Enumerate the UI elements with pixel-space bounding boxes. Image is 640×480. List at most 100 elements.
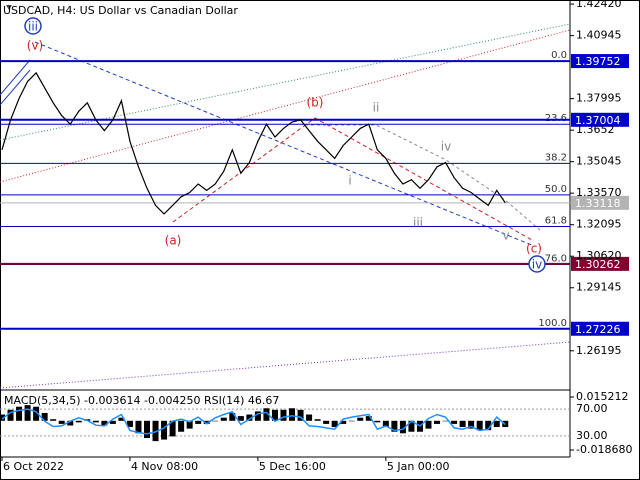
macd-bar (161, 420, 168, 440)
y-tick-label: 0.015212 (576, 390, 629, 403)
price-label: 1.37004 (575, 114, 621, 127)
price-label: 1.39752 (575, 55, 621, 68)
price-box (571, 195, 629, 210)
macd-bar (459, 420, 466, 428)
fib-label: 0.0 (551, 50, 567, 61)
macd-bar (280, 409, 287, 421)
y-tick-label: 1.32095 (576, 218, 622, 231)
macd-bar (263, 408, 270, 421)
fib-label: 61.8 (545, 215, 567, 226)
wave-label: (a) (165, 234, 182, 248)
fib-label: 50.0 (545, 184, 567, 195)
fib-label: 38.2 (545, 152, 567, 163)
macd-bar (340, 420, 347, 424)
macd-bar (203, 420, 210, 424)
y2-tick-label: 30.00 (576, 429, 608, 442)
wave-circle (528, 255, 546, 273)
y-tick-label: 1.37995 (576, 92, 622, 105)
wave-label: (v) (27, 39, 43, 53)
macd-bar (0, 414, 5, 421)
wave-circle (24, 17, 42, 35)
price-label: 1.30262 (575, 258, 621, 271)
macd-bar (220, 417, 227, 421)
x-tick-label: 5 Dec 16:00 (259, 460, 326, 473)
macd-bar (314, 419, 321, 421)
macd-bar (212, 420, 219, 422)
y-tick-label: 1.33570 (576, 186, 622, 199)
macd-bar (50, 419, 57, 421)
macd-bar (399, 420, 406, 434)
macd-bar (442, 420, 449, 422)
macd-bar (16, 406, 23, 421)
wave-label: (b) (307, 96, 324, 110)
macd-bar (144, 420, 151, 438)
y-tick-label: 1.35045 (576, 155, 622, 168)
y-tick-label: 1.26195 (576, 344, 622, 357)
macd-bar (476, 420, 483, 431)
y-tick-label: -0.018680 (576, 443, 632, 456)
price-line (1, 71, 506, 215)
wave-label: ii (373, 101, 380, 115)
indicator-title: MACD(5,34,5) -0.003614 -0.004250 RSI(14)… (4, 394, 279, 407)
macd-bar (348, 420, 355, 422)
y-tick-label: 1.42420 (576, 0, 622, 10)
macd-bar (331, 420, 338, 428)
fib-label: 100.0 (538, 318, 567, 329)
macd-bar (493, 420, 500, 428)
fib-label: 23.6 (545, 113, 567, 124)
macd-bar (7, 409, 14, 421)
y2-tick-label: 70.00 (576, 402, 608, 415)
macd-bar (434, 420, 441, 424)
menu-icon (6, 5, 12, 10)
macd-bar (67, 420, 74, 426)
macd-bar (271, 409, 278, 421)
macd-bar (382, 420, 389, 428)
macd-bar (365, 416, 372, 421)
trend-line (0, 69, 31, 106)
macd-bar (92, 420, 99, 423)
y-tick-label: 1.29145 (576, 281, 622, 294)
macd-bar (169, 420, 176, 437)
wave-label: iv (532, 258, 542, 272)
macd-bar (126, 420, 133, 428)
wave-label: iv (441, 140, 451, 154)
macd-bar (229, 412, 236, 421)
macd-bar (408, 420, 415, 432)
x-tick-label: 4 Nov 08:00 (131, 460, 198, 473)
macd-bar (41, 412, 48, 421)
trend-line (0, 341, 571, 389)
macd-bar (135, 420, 142, 434)
wave-label: (c) (526, 242, 542, 256)
trend-line (0, 59, 31, 96)
macd-bar (357, 417, 364, 421)
macd-bar (451, 420, 458, 424)
macd-bar (323, 420, 330, 424)
macd-bar (152, 420, 159, 442)
rsi-line (1, 408, 506, 435)
macd-bar (75, 420, 82, 423)
macd-bar (297, 409, 304, 421)
trend-line (0, 29, 571, 183)
price-label: 1.27226 (575, 323, 621, 336)
macd-bar (254, 411, 261, 421)
macd-bar (109, 420, 116, 424)
price-label: 1.33118 (575, 197, 621, 210)
y-tick-label: 1.40945 (576, 29, 622, 42)
macd-bar (101, 420, 108, 426)
macd-bar (178, 420, 185, 432)
trend-line (34, 41, 535, 247)
wave-line (305, 124, 541, 231)
macd-bar (24, 405, 31, 421)
macd-bar (246, 414, 253, 421)
price-box (571, 321, 629, 336)
macd-bar (186, 420, 193, 429)
macd-bar (374, 420, 381, 423)
macd-bar (468, 420, 475, 429)
wave-label: v (502, 229, 509, 243)
price-box (571, 256, 629, 271)
y-tick-label: 1.30620 (576, 249, 622, 262)
macd-bar (425, 420, 432, 429)
wave-label: i (348, 174, 351, 188)
